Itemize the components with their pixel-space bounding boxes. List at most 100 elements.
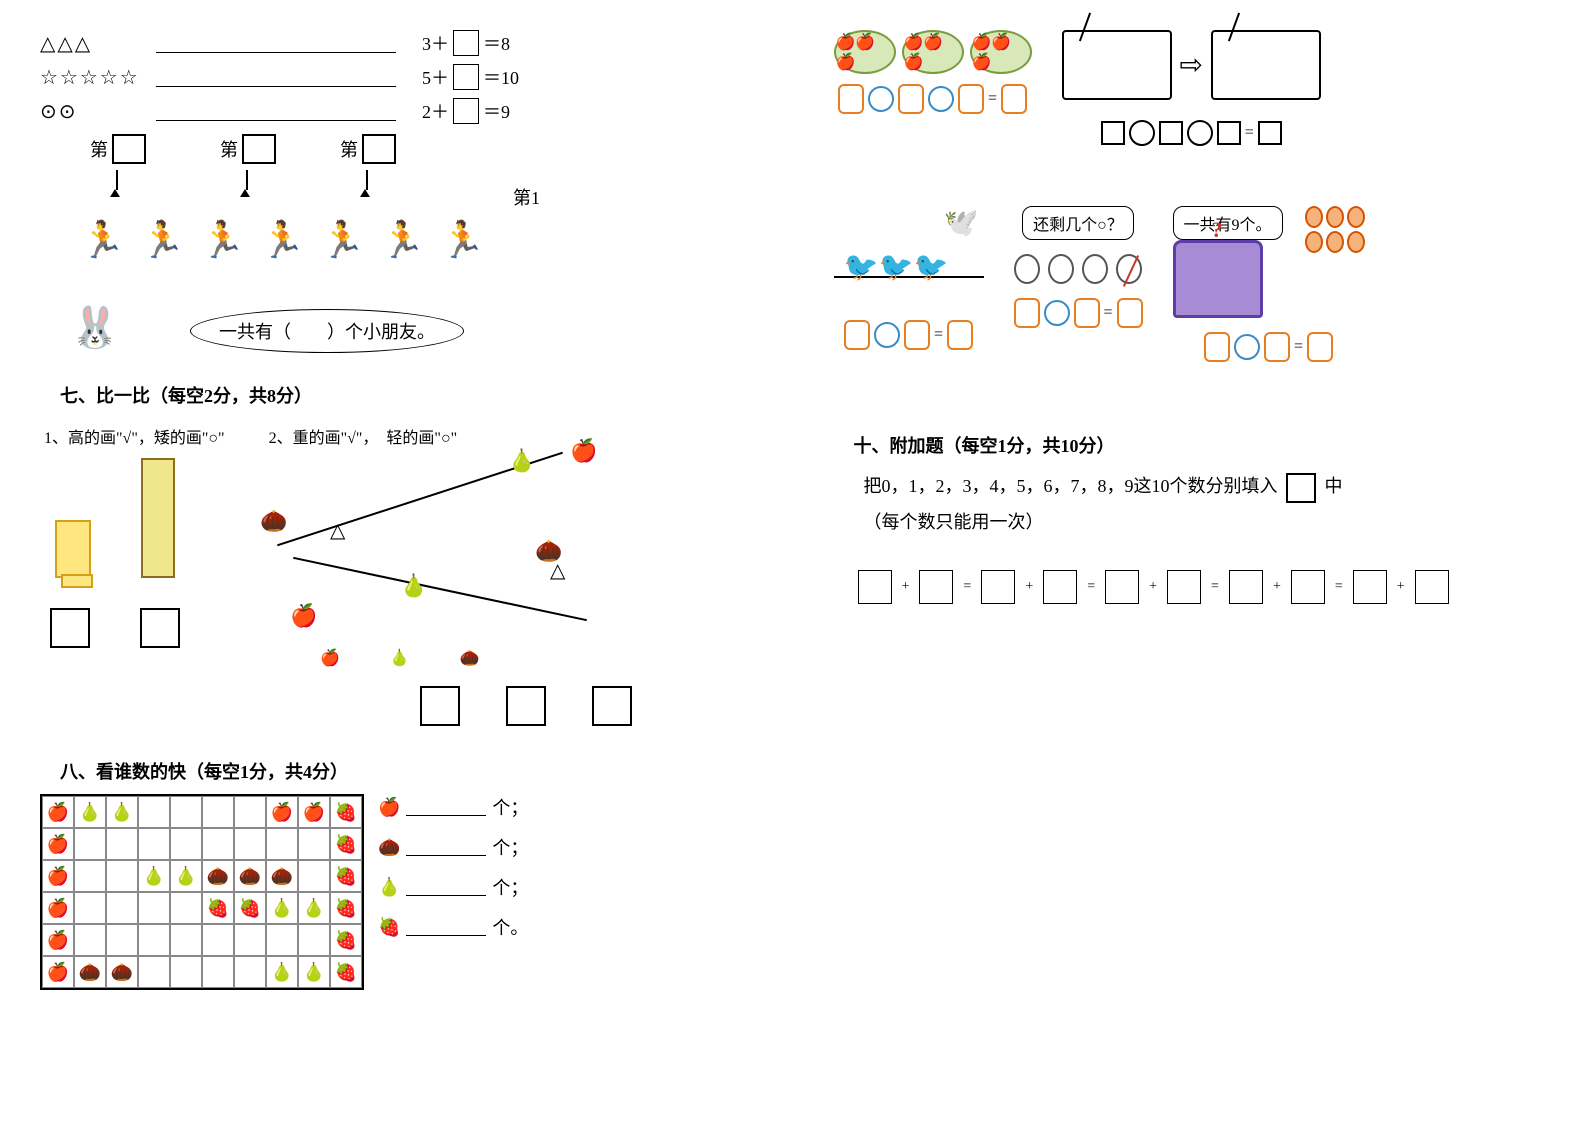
grid-cell: 🍓 [330, 860, 362, 892]
answer-box[interactable] [947, 320, 973, 350]
count-line: 🍓个。 [378, 914, 528, 940]
monitor-icon [55, 520, 91, 578]
basin-before-icon [1062, 30, 1172, 100]
operator-circle[interactable] [1234, 334, 1260, 360]
seesaw-2 [293, 557, 587, 621]
operator-circle[interactable] [928, 86, 954, 112]
section-8-title: 八、看谁数的快（每空1分，共4分） [60, 758, 754, 784]
answer-box[interactable] [50, 608, 90, 648]
answer-box[interactable] [1291, 570, 1325, 604]
answer-box[interactable] [958, 84, 984, 114]
answer-box[interactable] [1204, 332, 1230, 362]
grid-cell [298, 860, 330, 892]
answer-box[interactable] [1159, 121, 1183, 145]
answer-box[interactable] [1167, 570, 1201, 604]
arrow-up-icon [240, 189, 250, 197]
answer-box[interactable] [242, 134, 276, 164]
grid-cell: 🍐 [298, 956, 330, 988]
pear-icon: 🍐 [508, 448, 535, 474]
blank-line[interactable] [406, 838, 486, 856]
answer-box[interactable] [1117, 298, 1143, 328]
weight-compare: 🌰 🍐 🍎 △ 🍎 🍐 🌰 △ 🍎 🍐 🌰 [260, 458, 620, 658]
blank-line[interactable] [406, 918, 486, 936]
answer-box[interactable] [1074, 298, 1100, 328]
answer-box[interactable] [453, 30, 479, 56]
answer-box[interactable] [362, 134, 396, 164]
circles-problem: 还剩几个○？ = [1014, 206, 1143, 328]
shape-row-2: ☆☆☆☆☆ 5＋ ＝10 [40, 64, 754, 90]
operator-circle[interactable] [874, 322, 900, 348]
equation-1: 3＋ ＝8 [422, 30, 510, 56]
cabinet-icon [141, 458, 175, 578]
section-10-title: 十、附加题（每空1分，共10分） [854, 432, 1548, 458]
shape-rows: △△△ 3＋ ＝8 ☆☆☆☆☆ 5＋ ＝10 ⊙⊙ [40, 30, 754, 124]
answer-box[interactable] [1415, 570, 1449, 604]
counting-grid-section: 🍎🍐🍐🍎🍎🍓🍎🍓🍎🍐🍐🌰🌰🌰🍓🍎🍓🍓🍐🍐🍓🍎🍓🍎🌰🌰🍐🍐🍓 🍎个；🌰个；🍐个；🍓… [40, 794, 754, 990]
answer-box[interactable] [904, 320, 930, 350]
arrow-right-icon: ⇨ [1180, 48, 1203, 82]
answer-box[interactable] [1014, 298, 1040, 328]
operator-circle[interactable] [1129, 120, 1155, 146]
grid-cell [234, 924, 266, 956]
grid-cell [170, 892, 202, 924]
operator-circle[interactable] [868, 86, 894, 112]
equation-chain: +=+=+=+=+ [854, 570, 1548, 604]
answer-box[interactable] [1229, 570, 1263, 604]
blank-line[interactable] [156, 67, 396, 87]
answer-box[interactable] [919, 570, 953, 604]
speech-bubble: 一共有（ ）个小朋友。 [190, 309, 464, 353]
grid-cell: 🍐 [74, 796, 106, 828]
answer-box[interactable] [112, 134, 146, 164]
grid-cell [106, 892, 138, 924]
answer-box[interactable] [1307, 332, 1333, 362]
grid-cell: 🍐 [106, 796, 138, 828]
shape-row-1: △△△ 3＋ ＝8 [40, 30, 754, 56]
operator-circle[interactable] [1187, 120, 1213, 146]
grid-cell: 🍓 [330, 892, 362, 924]
egg-icon [1326, 206, 1344, 228]
blank-line[interactable] [406, 798, 486, 816]
grid-cell: 🍓 [330, 796, 362, 828]
answer-box[interactable] [420, 686, 460, 726]
grid-cell [106, 860, 138, 892]
blank-line[interactable] [156, 101, 396, 121]
answer-box[interactable] [858, 570, 892, 604]
answer-box[interactable] [1264, 332, 1290, 362]
answer-box[interactable] [838, 84, 864, 114]
equation-shapes: = [1014, 298, 1143, 328]
swallow-icon: 🐦 [844, 250, 879, 284]
equation-shapes: = [838, 84, 1027, 114]
answer-box[interactable] [140, 608, 180, 648]
answer-box[interactable] [1043, 570, 1077, 604]
grid-cell [266, 924, 298, 956]
answer-box[interactable] [1353, 570, 1387, 604]
answer-box[interactable] [453, 64, 479, 90]
section-7-title: 七、比一比（每空2分，共8分） [60, 382, 754, 408]
grid-cell [234, 956, 266, 988]
answer-box[interactable] [1001, 84, 1027, 114]
answer-box[interactable] [981, 570, 1015, 604]
grid-cell [170, 796, 202, 828]
fruit-icon: 🌰 [378, 837, 400, 858]
grid-cell [74, 860, 106, 892]
grid-cell: 🍐 [138, 860, 170, 892]
answer-box[interactable] [1217, 121, 1241, 145]
blank-line[interactable] [156, 33, 396, 53]
answer-box[interactable] [844, 320, 870, 350]
bonus-line-1: 把0，1，2，3，4，5，6，7，8，9这10个数分别填入 中 [864, 468, 1548, 504]
grid-cell: 🍎 [42, 828, 74, 860]
section-10: 十、附加题（每空1分，共10分） 把0，1，2，3，4，5，6，7，8，9这10… [834, 432, 1548, 604]
answer-box[interactable] [592, 686, 632, 726]
blank-line[interactable] [406, 878, 486, 896]
grid-cell [74, 828, 106, 860]
answer-box[interactable] [506, 686, 546, 726]
answer-box[interactable] [453, 98, 479, 124]
answer-box[interactable] [1105, 570, 1139, 604]
operator-circle[interactable] [1044, 300, 1070, 326]
answer-box[interactable] [1101, 121, 1125, 145]
answer-box[interactable] [1258, 121, 1282, 145]
grid-cell [138, 924, 170, 956]
answer-box[interactable] [898, 84, 924, 114]
arrow-up-icon [110, 189, 120, 197]
grid-cell: 🍎 [42, 924, 74, 956]
